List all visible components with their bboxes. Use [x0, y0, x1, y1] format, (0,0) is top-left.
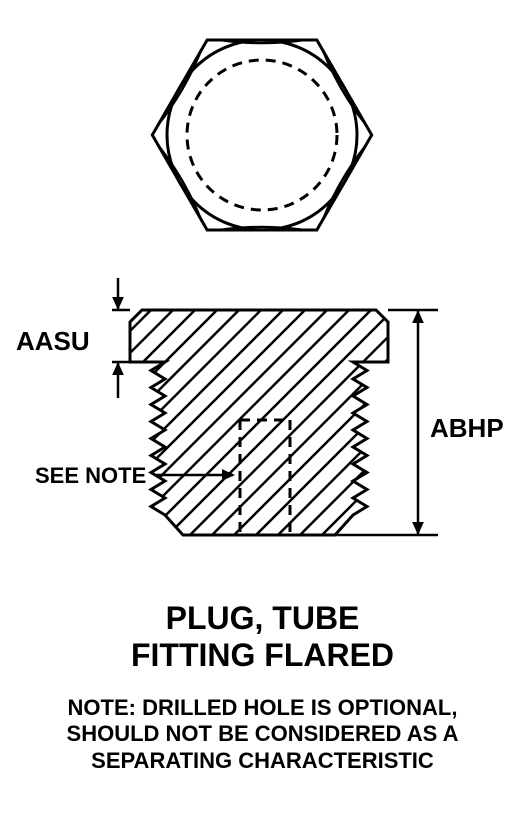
- note-line-2: SHOULD NOT BE CONSIDERED AS A: [0, 721, 525, 747]
- dim-label-abhp: ABHP: [430, 413, 504, 444]
- note-block: NOTE: DRILLED HOLE IS OPTIONAL, SHOULD N…: [0, 695, 525, 774]
- note-line-3: SEPARATING CHARACTERISTIC: [0, 748, 525, 774]
- dim-label-aasu: AASU: [16, 326, 90, 357]
- title-line-2: FITTING FLARED: [0, 637, 525, 674]
- title-line-1: PLUG, TUBE: [0, 600, 525, 637]
- title-block: PLUG, TUBE FITTING FLARED: [0, 600, 525, 674]
- note-line-1: NOTE: DRILLED HOLE IS OPTIONAL,: [0, 695, 525, 721]
- see-note-label: SEE NOTE: [35, 463, 146, 489]
